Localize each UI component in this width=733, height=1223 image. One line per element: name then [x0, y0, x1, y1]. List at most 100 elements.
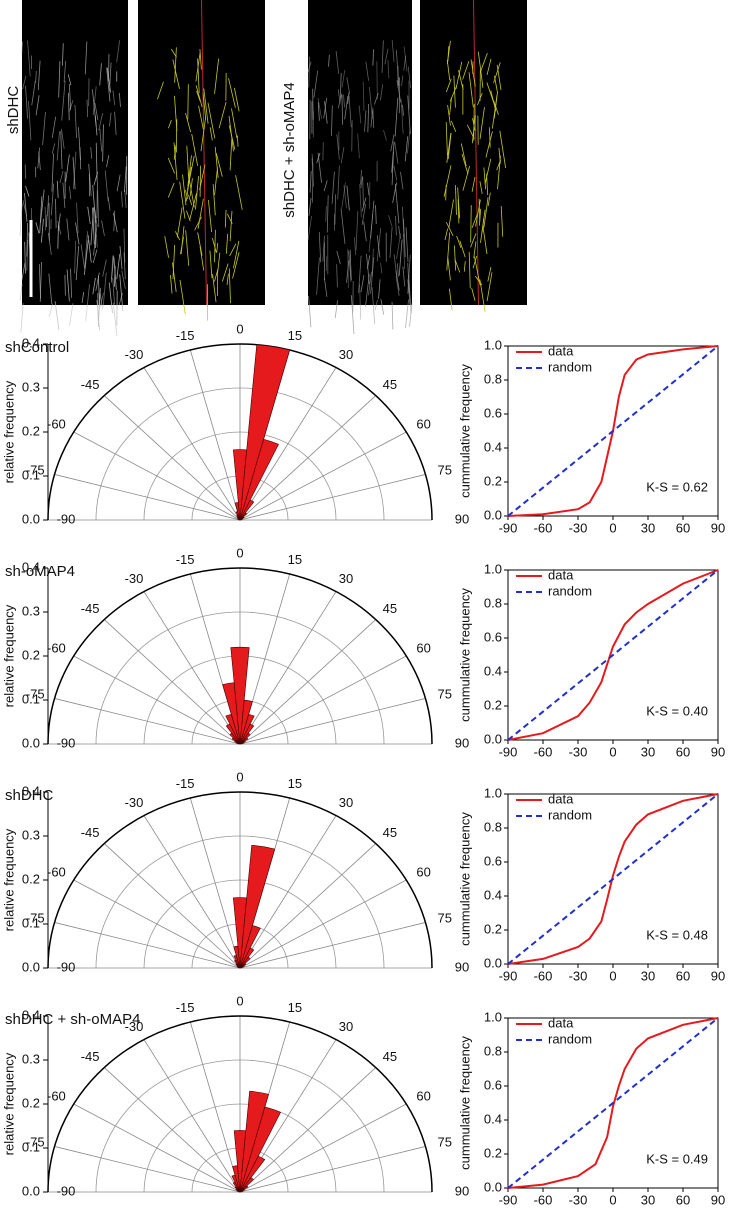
x-tick-label: 90	[711, 744, 725, 759]
y-tick-label: 0.6	[484, 853, 502, 868]
y-tick-label: 0.6	[484, 629, 502, 644]
angle-label: 45	[383, 1049, 397, 1064]
y-tick-label: 0.4	[22, 559, 40, 574]
grid-spoke	[240, 620, 376, 744]
x-tick-label: -60	[534, 744, 553, 759]
angle-label: -60	[47, 864, 66, 879]
texture	[21, 303, 23, 332]
y-tick-label: 0.0	[22, 959, 40, 974]
x-tick-label: 0	[609, 968, 616, 983]
angle-label: -75	[26, 462, 45, 477]
x-tick-label: -30	[569, 1192, 588, 1207]
angle-label: -30	[125, 795, 144, 810]
y-tick-label: 0.8	[484, 819, 502, 834]
y-axis-label: cummulative frequency	[457, 1036, 472, 1170]
image-label: shDHC	[5, 86, 22, 135]
texture	[55, 301, 59, 330]
x-tick-label: -90	[499, 744, 518, 759]
angle-label: -90	[57, 511, 76, 526]
grid-spoke	[240, 656, 406, 744]
angle-label: -45	[81, 377, 100, 392]
polar-histogram: shDHC + sh-oMAP40.00.10.20.30.4-90-75-60…	[1, 993, 469, 1198]
angle-label: -90	[57, 735, 76, 750]
angle-label: 60	[416, 864, 430, 879]
legend-label: data	[548, 343, 574, 358]
angle-label: 0	[236, 321, 243, 336]
grid-spoke	[55, 698, 240, 744]
x-tick-label: -30	[569, 744, 588, 759]
y-tick-label: 0.3	[22, 379, 40, 394]
grid-spoke	[240, 922, 425, 968]
angle-label: 15	[288, 1000, 302, 1015]
y-axis-label: relative frequency	[1, 828, 16, 931]
angle-label: -15	[176, 1000, 195, 1015]
legend-label: data	[548, 567, 574, 582]
angle-label: 15	[288, 776, 302, 791]
angle-label: 30	[339, 1019, 353, 1034]
x-tick-label: -30	[569, 520, 588, 535]
grid-spoke	[74, 1104, 240, 1192]
texture	[20, 203, 22, 235]
y-tick-label: 0.4	[484, 663, 502, 678]
grid-spoke	[240, 880, 406, 968]
grid-spoke	[144, 368, 240, 520]
angle-label: 75	[438, 462, 452, 477]
polar-histogram: shControl0.00.10.20.30.4-90-75-60-45-30-…	[1, 321, 469, 526]
y-tick-label: 0.4	[484, 887, 502, 902]
angle-label: -90	[57, 959, 76, 974]
angle-label: -75	[26, 1134, 45, 1149]
grid-spoke	[190, 350, 240, 520]
x-tick-label: 90	[711, 520, 725, 535]
x-tick-label: 0	[609, 520, 616, 535]
y-tick-label: 0.2	[484, 473, 502, 488]
angle-label: 90	[455, 959, 469, 974]
legend-label: random	[548, 583, 592, 598]
angle-label: 30	[339, 571, 353, 586]
grid-spoke	[104, 396, 240, 520]
angle-label: -30	[125, 347, 144, 362]
angle-label: -30	[125, 571, 144, 586]
angle-label: -90	[57, 1183, 76, 1198]
grid-spoke	[55, 922, 240, 968]
y-tick-label: 0.2	[22, 423, 40, 438]
angle-label: 75	[438, 1134, 452, 1149]
grid-spoke	[190, 798, 240, 968]
y-axis-label: cummulative frequency	[457, 588, 472, 722]
y-axis-label: relative frequency	[1, 380, 16, 483]
y-tick-label: 0.3	[22, 1051, 40, 1066]
y-tick-label: 0.8	[484, 371, 502, 386]
x-tick-label: 0	[609, 744, 616, 759]
y-axis-label: cummulative frequency	[457, 364, 472, 498]
y-tick-label: 0.0	[22, 735, 40, 750]
y-tick-label: 1.0	[484, 785, 502, 800]
x-tick-label: 30	[641, 744, 655, 759]
angle-label: -75	[26, 910, 45, 925]
grid-spoke	[240, 592, 336, 744]
angle-label: 90	[455, 1183, 469, 1198]
texture	[313, 89, 314, 120]
legend-label: random	[548, 1031, 592, 1046]
angle-label: -60	[47, 416, 66, 431]
x-tick-label: -90	[499, 1192, 518, 1207]
grid-spoke	[74, 656, 240, 744]
angle-label: 60	[416, 416, 430, 431]
grid-spoke	[104, 620, 240, 744]
texture	[45, 207, 46, 230]
y-tick-label: 0.6	[484, 405, 502, 420]
grid-spoke	[104, 844, 240, 968]
x-tick-label: -90	[499, 520, 518, 535]
y-tick-label: 0.3	[22, 603, 40, 618]
x-tick-label: 30	[641, 1192, 655, 1207]
angle-label: -45	[81, 825, 100, 840]
y-tick-label: 0.2	[484, 1145, 502, 1160]
trace	[188, 84, 189, 119]
angle-label: 90	[455, 735, 469, 750]
y-tick-label: 1.0	[484, 337, 502, 352]
x-tick-label: 60	[676, 744, 690, 759]
x-tick-label: 60	[676, 1192, 690, 1207]
y-tick-label: 0.2	[484, 921, 502, 936]
